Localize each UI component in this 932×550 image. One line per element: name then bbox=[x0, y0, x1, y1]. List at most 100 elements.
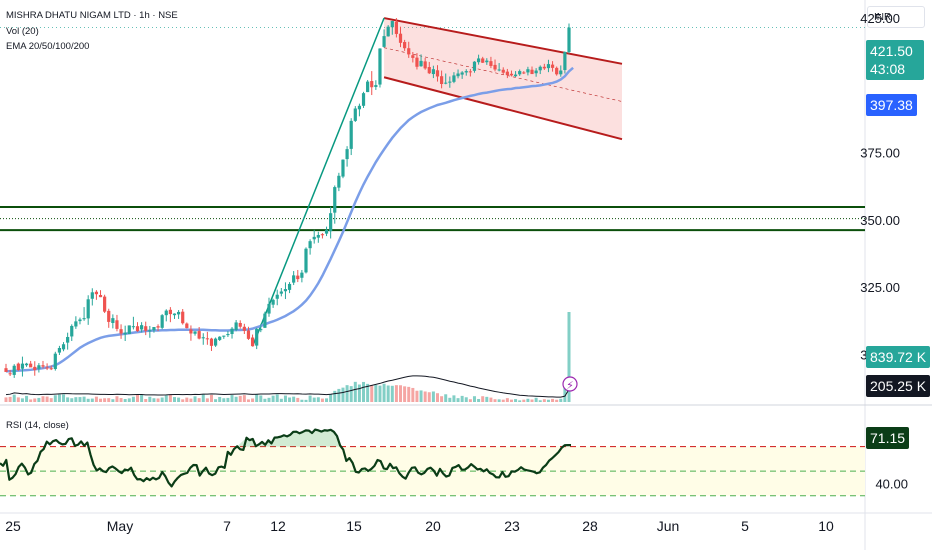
volume-bar bbox=[546, 399, 550, 402]
candle-body bbox=[349, 120, 353, 149]
volume-bar bbox=[57, 394, 61, 402]
candle-body bbox=[555, 67, 559, 75]
volume-bar bbox=[193, 396, 197, 402]
candle-body bbox=[213, 338, 218, 346]
candle-body bbox=[542, 66, 546, 69]
volume-tag: 839.72 K bbox=[866, 346, 931, 368]
volume-bar bbox=[156, 398, 160, 402]
volume-bar bbox=[353, 381, 357, 402]
volume-bar bbox=[205, 398, 209, 402]
time-tick-label: 7 bbox=[223, 518, 231, 534]
candle-body bbox=[74, 321, 78, 327]
volume-bar bbox=[111, 399, 115, 402]
volume-bar bbox=[90, 398, 94, 402]
volume-bar bbox=[53, 395, 57, 402]
candle-body bbox=[382, 36, 386, 47]
candle-body bbox=[526, 69, 530, 73]
volume-bar bbox=[152, 398, 156, 402]
volume-bar bbox=[320, 398, 324, 402]
rsi-value-tag: 71.15 bbox=[866, 427, 910, 449]
candle-body bbox=[452, 75, 456, 82]
volume-bar bbox=[259, 395, 263, 402]
volume-bar bbox=[431, 391, 435, 402]
volume-bar bbox=[131, 396, 135, 402]
volume-bar bbox=[214, 399, 218, 402]
candle-body bbox=[283, 289, 288, 292]
candle-body bbox=[378, 48, 382, 85]
volume-bar bbox=[333, 390, 337, 402]
volume-bar bbox=[292, 396, 296, 402]
volume-bar bbox=[534, 397, 538, 402]
volume-bar bbox=[415, 390, 419, 402]
volume-bar bbox=[399, 385, 403, 402]
candle-body bbox=[505, 71, 509, 76]
candle-body bbox=[419, 60, 423, 67]
candle-body bbox=[464, 71, 468, 73]
volume-bar bbox=[197, 398, 201, 402]
rsi-line bbox=[0, 428, 572, 488]
candle-body bbox=[271, 299, 275, 305]
candle-body bbox=[501, 69, 505, 73]
candle-body bbox=[468, 71, 472, 73]
candle-body bbox=[242, 326, 246, 331]
candle-body bbox=[16, 363, 20, 371]
candle-body bbox=[193, 331, 197, 334]
candle-body bbox=[485, 60, 489, 63]
volume-legend: Vol (20) bbox=[6, 26, 39, 37]
volume-bar bbox=[390, 385, 394, 402]
candle-body bbox=[431, 69, 435, 75]
volume-bar bbox=[366, 383, 370, 402]
volume-bar bbox=[316, 397, 320, 402]
volume-bar bbox=[136, 394, 140, 402]
time-tick-label: 5 bbox=[741, 518, 749, 534]
volume-bar bbox=[271, 395, 275, 402]
volume-bar bbox=[86, 398, 90, 402]
volume-bar bbox=[538, 400, 542, 402]
candle-body bbox=[222, 335, 226, 337]
price-tick-label: 425.00 bbox=[860, 11, 900, 26]
candle-body bbox=[292, 275, 296, 283]
volume-bar bbox=[82, 396, 86, 402]
candle-body bbox=[66, 336, 70, 343]
volume-bar bbox=[78, 397, 82, 402]
candle-body bbox=[559, 70, 563, 75]
candle-body bbox=[4, 368, 8, 372]
volume-bar bbox=[501, 399, 505, 402]
volume-bar bbox=[279, 398, 283, 402]
volume-bar bbox=[357, 384, 361, 402]
volume-bar bbox=[107, 398, 111, 402]
candle-body bbox=[70, 325, 74, 337]
time-tick-label: 12 bbox=[270, 518, 286, 534]
candle-body bbox=[246, 330, 251, 339]
volume-bar bbox=[267, 397, 271, 402]
volume-bar bbox=[407, 386, 411, 402]
volume-bar bbox=[181, 399, 185, 402]
volume-bar bbox=[567, 312, 571, 402]
time-tick-label: 25 bbox=[5, 518, 21, 534]
candle-body bbox=[518, 71, 522, 75]
volume-bar bbox=[8, 396, 12, 402]
rsi-legend: RSI (14, close) bbox=[6, 420, 69, 431]
candle-body bbox=[148, 330, 152, 332]
candle-body bbox=[320, 234, 325, 236]
volume-bar bbox=[456, 398, 460, 402]
price-tick-label: 325.00 bbox=[860, 280, 900, 295]
volume-bar bbox=[251, 398, 255, 402]
volume-bar bbox=[218, 396, 222, 402]
candle-body bbox=[398, 33, 403, 43]
volume-bar bbox=[329, 394, 333, 402]
volume-bar bbox=[288, 397, 292, 402]
candle-body bbox=[8, 373, 12, 375]
volume-bar bbox=[119, 398, 123, 402]
volume-bar bbox=[296, 397, 300, 402]
volume-bar bbox=[16, 397, 20, 402]
candle-body bbox=[57, 348, 62, 353]
volume-bar bbox=[518, 400, 522, 402]
volume-bar bbox=[477, 398, 481, 402]
volume-bar bbox=[472, 396, 476, 402]
candle-body bbox=[476, 58, 481, 63]
volume-bar bbox=[349, 386, 353, 402]
currency-button[interactable]: INR bbox=[867, 6, 925, 28]
candle-body bbox=[238, 322, 242, 327]
volume-bar bbox=[12, 394, 16, 402]
